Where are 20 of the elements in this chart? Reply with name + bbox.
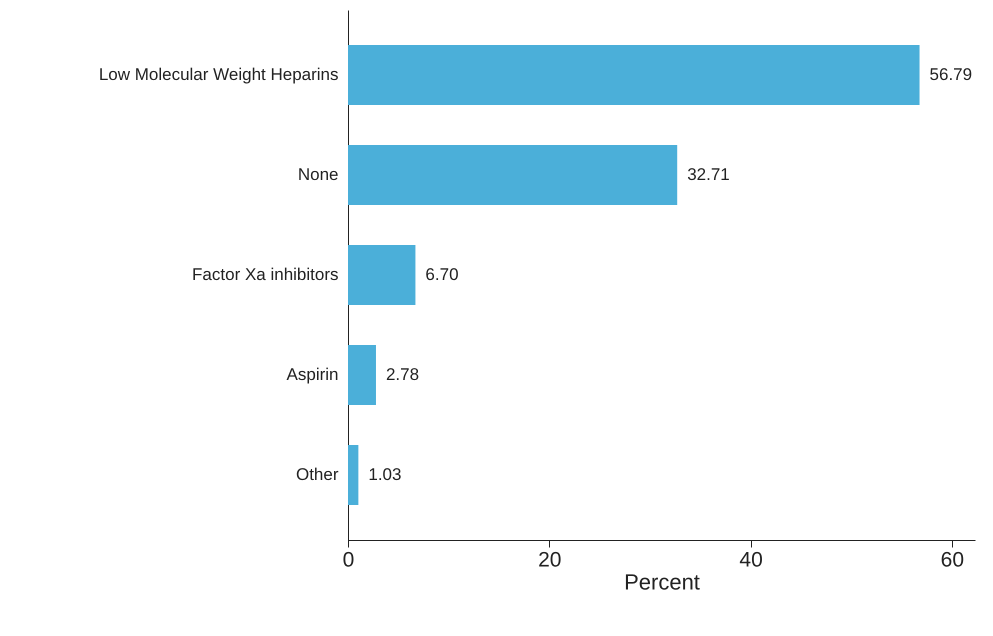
data-label: 6.70	[425, 265, 459, 284]
data-label: 56.79	[930, 65, 972, 84]
bar	[348, 145, 678, 205]
data-label: 32.71	[687, 165, 730, 184]
bar	[348, 45, 920, 105]
x-tick-label: 40	[739, 548, 763, 572]
x-axis-title: Percent	[624, 570, 700, 594]
bar	[348, 445, 358, 505]
y-tick-label: Factor Xa inhibitors	[192, 265, 338, 284]
x-tick-label: 20	[538, 548, 562, 572]
bar	[348, 245, 416, 305]
x-tick-label: 0	[342, 548, 354, 572]
data-label: 2.78	[386, 365, 420, 384]
data-label: 1.03	[368, 465, 402, 484]
y-tick-label: None	[298, 165, 338, 184]
y-tick-label: Low Molecular Weight Heparins	[98, 65, 338, 84]
y-tick-label: Other	[296, 465, 339, 484]
y-tick-label: Aspirin	[286, 365, 338, 384]
bar	[348, 345, 376, 405]
x-tick-label: 60	[940, 548, 964, 572]
